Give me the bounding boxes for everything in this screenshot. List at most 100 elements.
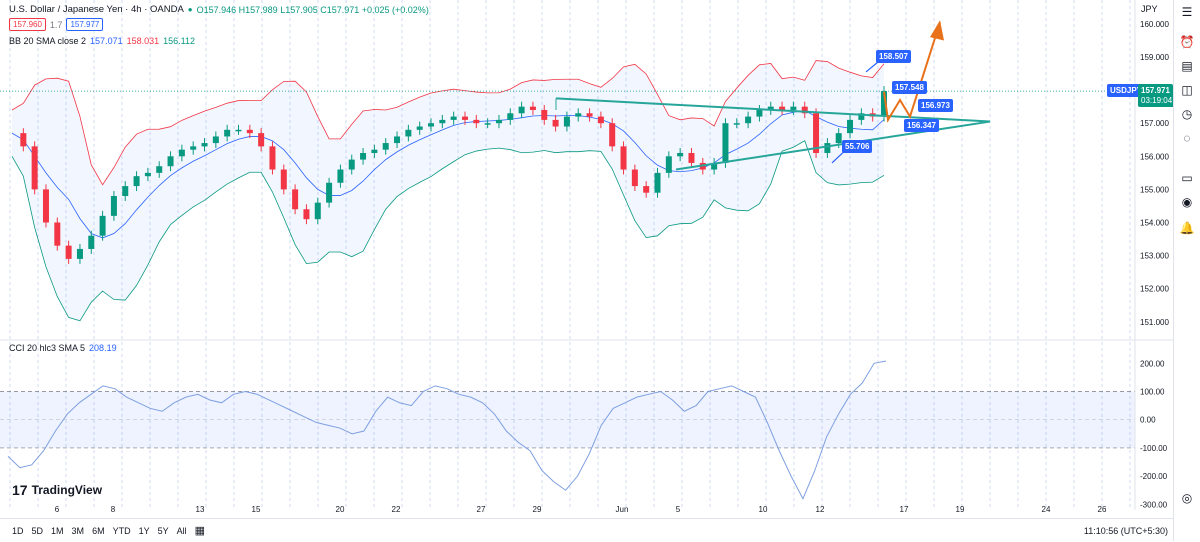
- candle-body: [881, 91, 887, 117]
- time-axis-label: 13: [196, 505, 205, 514]
- time-axis-label: 29: [533, 505, 542, 514]
- bb-label[interactable]: BB 20 SMA close 2: [9, 36, 87, 46]
- hotlist-icon[interactable]: ◫: [1181, 83, 1193, 97]
- candle-body: [54, 222, 61, 246]
- logo-text: TradingView: [31, 483, 103, 497]
- candle-body: [76, 248, 83, 259]
- candle-body: [133, 176, 140, 187]
- cci-axis-label: -200.00: [1140, 472, 1168, 481]
- candle-body: [677, 152, 684, 157]
- streams-icon[interactable]: ◉: [1181, 195, 1193, 209]
- timeframe-button[interactable]: 6M: [92, 525, 105, 536]
- annotation-label[interactable]: 156.347: [904, 119, 939, 132]
- alert-icon[interactable]: ⏰: [1179, 35, 1195, 49]
- calendar-icon[interactable]: ◷: [1181, 107, 1193, 121]
- candle-body: [461, 116, 468, 120]
- ask-price[interactable]: 157.977: [66, 18, 104, 31]
- candle-body: [484, 123, 491, 125]
- annotation-label[interactable]: 55.706: [842, 140, 873, 153]
- annotation-label[interactable]: 158.507: [876, 50, 911, 63]
- cci-label[interactable]: CCI 20 hlc3 SMA 5: [9, 343, 86, 353]
- candle-body: [643, 186, 650, 193]
- annotation-pointer: [865, 61, 879, 73]
- date-range-icon[interactable]: ▦: [194, 525, 206, 537]
- candle-body: [428, 123, 435, 127]
- watchlist-icon[interactable]: ☰: [1181, 5, 1193, 19]
- candle-body: [507, 113, 514, 120]
- timeframe-button[interactable]: YTD: [112, 525, 131, 536]
- price-axis-label: 154.000: [1140, 218, 1169, 227]
- time-axis-label: 19: [956, 505, 965, 514]
- timeframe-button[interactable]: All: [176, 525, 187, 536]
- cci-value: 208.19: [89, 343, 117, 353]
- candle-body: [609, 123, 616, 147]
- quote-row: 157.960 1.7 157.977: [9, 18, 104, 31]
- tradingview-logo-icon: 17: [12, 482, 28, 498]
- candle-body: [201, 143, 208, 147]
- candle-body: [416, 126, 423, 130]
- time-axis-label: Jun: [616, 505, 629, 514]
- candle-body: [122, 186, 129, 197]
- timeframe-button[interactable]: 1M: [51, 525, 64, 536]
- candle-body: [597, 116, 604, 124]
- bb-legend: BB 20 SMA close 2 157.071 158.031 156.11…: [9, 36, 195, 46]
- cci-line: [7, 360, 887, 500]
- clock[interactable]: 11:10:56 (UTC+5:30): [1083, 525, 1168, 536]
- time-axis-label: 8: [111, 505, 116, 514]
- symbol-title[interactable]: U.S. Dollar / Japanese Yen · 4h · OANDA: [9, 4, 184, 15]
- candle-body: [563, 116, 570, 127]
- cci-axis-label: 0.00: [1140, 416, 1156, 425]
- candle-body: [371, 149, 378, 153]
- candle-body: [258, 133, 265, 147]
- tradingview-logo[interactable]: 17 TradingView: [12, 482, 102, 498]
- time-axis-label: 27: [477, 505, 486, 514]
- candle-body: [178, 149, 185, 157]
- chat-icon[interactable]: ▭: [1181, 171, 1193, 185]
- candle-body: [835, 133, 842, 144]
- bid-price[interactable]: 157.960: [9, 18, 46, 31]
- timeframe-button[interactable]: 3M: [71, 525, 85, 536]
- candle-body: [31, 146, 38, 190]
- chart-canvas[interactable]: 160.000159.000158.000157.000156.000155.0…: [0, 0, 1174, 518]
- candle-body: [337, 169, 344, 183]
- time-axis-label: 15: [252, 505, 261, 514]
- candle-body: [495, 119, 502, 124]
- data-window-icon[interactable]: ▤: [1181, 59, 1193, 73]
- notifications-icon[interactable]: 🔔: [1179, 221, 1195, 235]
- candle-body: [348, 159, 355, 170]
- candle-body: [529, 106, 536, 110]
- price-axis-label: 152.000: [1140, 285, 1169, 294]
- candle-body: [722, 123, 729, 163]
- candle-body: [246, 129, 253, 134]
- time-axis-label: 5: [676, 505, 681, 514]
- candle-body: [767, 106, 774, 110]
- annotation-label[interactable]: 157.548: [892, 81, 927, 94]
- annotation-label[interactable]: 156.973: [918, 99, 953, 112]
- time-axis-label: 17: [900, 505, 909, 514]
- candle-body: [631, 169, 638, 187]
- timeframe-button[interactable]: 5Y: [157, 525, 169, 536]
- price-axis-label: 159.000: [1140, 53, 1169, 62]
- candle-body: [382, 143, 389, 150]
- candle-body: [235, 129, 242, 132]
- candle-body: [394, 136, 401, 144]
- bb-upper-line: [11, 60, 885, 186]
- spread: 1.7: [49, 19, 63, 30]
- timeframe-button[interactable]: 5D: [31, 525, 44, 536]
- candle-body: [541, 109, 548, 120]
- candle-body: [190, 146, 197, 150]
- candle-body: [42, 189, 49, 223]
- currency-label[interactable]: JPY: [1141, 4, 1158, 14]
- time-axis-label: 22: [392, 505, 401, 514]
- symbol-tag: USDJPY: [1107, 84, 1146, 97]
- ideas-icon[interactable]: ◌: [1183, 131, 1191, 145]
- timeframe-button[interactable]: 1Y: [138, 525, 150, 536]
- right-toolbar: ☰ ⏰ ▤ ◫ ◷ ◌ ▭ ◉ 🔔 ◎: [1173, 0, 1200, 541]
- cci-axis-label: 200.00: [1140, 359, 1165, 368]
- candle-body: [858, 113, 865, 120]
- candle-body: [654, 172, 661, 193]
- price-axis-label: 151.000: [1140, 318, 1169, 327]
- candle-body: [360, 152, 367, 160]
- timeframe-button[interactable]: 1D: [12, 525, 24, 536]
- help-icon[interactable]: ◎: [1181, 491, 1193, 505]
